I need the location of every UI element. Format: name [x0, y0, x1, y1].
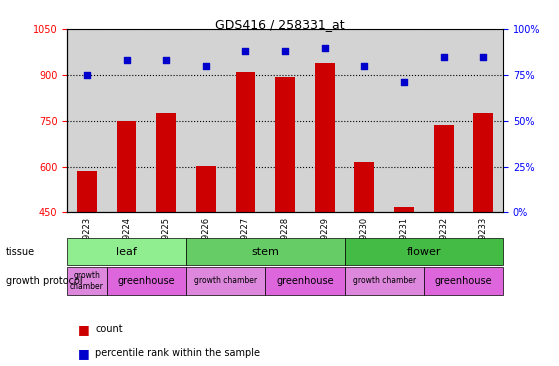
Point — [439, 54, 448, 60]
Text: growth chamber: growth chamber — [353, 276, 416, 285]
Text: tissue: tissue — [6, 247, 35, 257]
Text: stem: stem — [252, 247, 279, 257]
Bar — [315, 63, 335, 212]
Bar — [473, 113, 493, 212]
Point — [479, 54, 488, 60]
Text: growth protocol: growth protocol — [6, 276, 82, 286]
Point — [201, 63, 210, 69]
Bar — [434, 125, 453, 212]
Text: percentile rank within the sample: percentile rank within the sample — [95, 348, 260, 358]
Text: leaf: leaf — [116, 247, 137, 257]
Text: greenhouse: greenhouse — [276, 276, 334, 286]
Bar — [196, 165, 216, 212]
Text: greenhouse: greenhouse — [435, 276, 492, 286]
Bar — [354, 162, 375, 212]
Text: ■: ■ — [78, 323, 90, 336]
Text: growth chamber: growth chamber — [194, 276, 257, 285]
Point — [400, 79, 409, 85]
Point — [241, 48, 250, 54]
Bar — [394, 207, 414, 212]
Text: flower: flower — [406, 247, 441, 257]
Point — [360, 63, 369, 69]
Text: GDS416 / 258331_at: GDS416 / 258331_at — [215, 18, 344, 31]
Text: growth
chamber: growth chamber — [70, 271, 104, 291]
Point — [122, 57, 131, 63]
Point — [82, 72, 91, 78]
Bar — [275, 76, 295, 212]
Point — [320, 45, 329, 51]
Bar — [117, 121, 136, 212]
Text: ■: ■ — [78, 347, 90, 360]
Bar — [157, 113, 176, 212]
Text: count: count — [95, 324, 122, 335]
Point — [281, 48, 290, 54]
Point — [162, 57, 170, 63]
Bar — [77, 171, 97, 212]
Text: greenhouse: greenhouse — [117, 276, 175, 286]
Bar — [235, 72, 255, 212]
